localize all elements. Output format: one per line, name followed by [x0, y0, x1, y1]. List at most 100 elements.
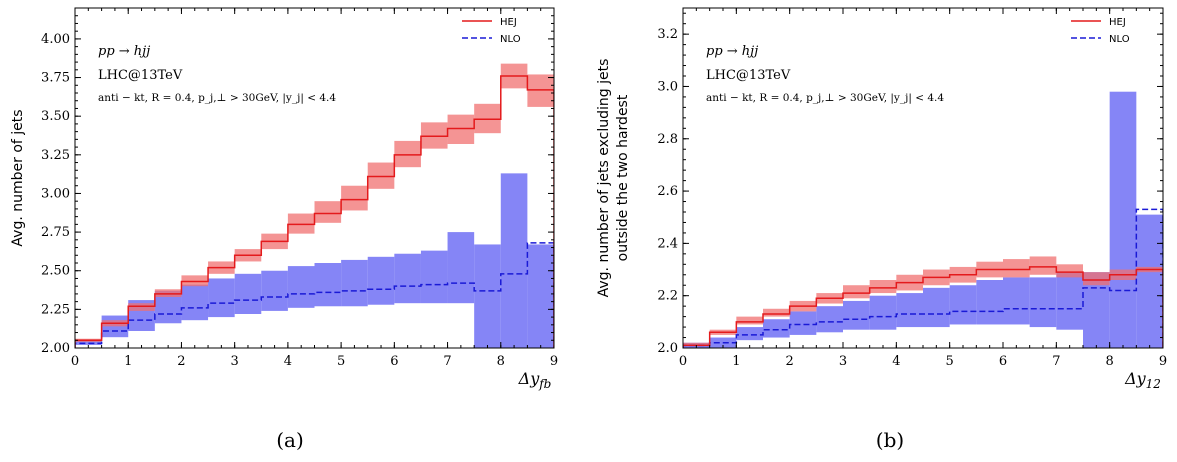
y-tick-label: 2.75 — [41, 225, 70, 240]
hej-band-bin-6 — [843, 285, 870, 299]
nlo-band-bin-15 — [474, 244, 501, 348]
nlo-band-bin-17 — [527, 244, 554, 348]
nlo-band-bin-4 — [181, 284, 209, 321]
hej-band-bin-11 — [367, 162, 395, 189]
hej-band-bin-3 — [154, 289, 182, 297]
hej-band-bin-12 — [1003, 259, 1030, 278]
hej-band-bin-8 — [287, 213, 315, 234]
x-tick-label: 0 — [679, 354, 687, 369]
y-tick-label: 3.0 — [657, 79, 678, 94]
nlo-band-bin-10 — [949, 285, 977, 325]
nlo-band-bin-13 — [420, 250, 448, 304]
nlo-band-bin-16 — [500, 173, 528, 348]
nlo-band-bin-14 — [1056, 272, 1083, 330]
x-tick-label: 4 — [892, 354, 900, 369]
y-tick-label: 2.50 — [41, 264, 70, 279]
y-tick-label: 3.75 — [41, 71, 70, 86]
x-tick-label: 0 — [71, 354, 79, 369]
nlo-band-bin-12 — [1003, 277, 1030, 325]
hej-band-bin-17 — [527, 74, 554, 107]
hej-band-bin-13 — [1029, 256, 1057, 275]
y-tick-label: 2.4 — [657, 236, 678, 251]
x-tick-label: 1 — [124, 354, 132, 369]
x-tick-label: 9 — [1159, 354, 1167, 369]
nlo-band-bin-10 — [341, 259, 368, 307]
cuts-annotation: anti − kt, R = 0.4, p_j,⊥ > 30GeV, |y_j|… — [98, 92, 336, 105]
legend-hej-label: HEJ — [500, 17, 517, 28]
nlo-band-bin-5 — [208, 278, 235, 318]
y-axis-label: Avg. number of jets excluding jets — [596, 59, 612, 298]
x-axis-label: Δyfb — [518, 369, 552, 391]
nlo-band-bin-14 — [447, 232, 475, 304]
hej-band-bin-14 — [1056, 264, 1083, 278]
x-tick-label: 5 — [337, 354, 345, 369]
hej-band-bin-15 — [1083, 272, 1110, 286]
hej-band-bin-9 — [314, 201, 342, 223]
y-tick-label: 3.25 — [41, 148, 70, 163]
process-annotation: pp → hjj — [98, 44, 150, 59]
hej-band-bin-2 — [736, 316, 763, 325]
x-tick-label: 7 — [1052, 354, 1060, 369]
nlo-band-bin-9 — [923, 287, 950, 328]
nlo-step-line — [75, 242, 554, 348]
x-tick-label: 9 — [550, 354, 558, 369]
hej-step-line — [75, 75, 554, 348]
x-tick-label: 1 — [732, 354, 740, 369]
y-tick-label: 3.00 — [41, 186, 70, 201]
nlo-band-bin-2 — [736, 327, 763, 341]
hej-band-bin-13 — [420, 122, 448, 149]
hej-band-bin-3 — [763, 308, 790, 317]
nlo-band-bin-6 — [234, 273, 262, 314]
nlo-band-bin-11 — [976, 280, 1003, 325]
x-tick-label: 3 — [231, 354, 239, 369]
hej-band-bin-12 — [394, 140, 421, 168]
plot-area — [683, 91, 1163, 348]
nlo-band-bin-9 — [314, 263, 342, 307]
nlo-band-bin-8 — [287, 266, 315, 308]
legend-nlo-label: NLO — [500, 34, 521, 45]
panel-caption: (a) — [276, 428, 304, 452]
hej-band-bin-0 — [683, 342, 710, 346]
nlo-band-bin-3 — [763, 319, 790, 338]
legend-nlo-label: NLO — [1109, 34, 1130, 45]
legend-hej-label: HEJ — [1109, 17, 1126, 28]
y-tick-label: 4.00 — [41, 32, 70, 47]
y-tick-label: 2.6 — [657, 184, 678, 199]
energy-annotation: LHC@13TeV — [98, 68, 183, 83]
y-tick-label: 3.50 — [41, 109, 70, 124]
energy-annotation: LHC@13TeV — [706, 68, 791, 83]
x-axis-label: Δy12 — [1124, 369, 1161, 391]
nlo-band-bin-6 — [843, 300, 870, 330]
nlo-band-bin-11 — [367, 256, 395, 305]
y-axis-label: Avg. number of jets — [10, 109, 26, 246]
nlo-band-bin-16 — [1109, 91, 1137, 348]
hej-band-bin-2 — [128, 303, 155, 311]
y-tick-label: 2.00 — [41, 341, 70, 356]
nlo-band-bin-17 — [1136, 214, 1163, 348]
x-tick-label: 8 — [497, 354, 505, 369]
nlo-band-bin-12 — [394, 253, 421, 304]
y-tick-label: 2.2 — [657, 289, 678, 304]
y-tick-label: 2.25 — [41, 302, 70, 317]
chart-panel-b: 0 1 2 3 4 5 6 7 8 9 2.0 2.2 2.4 2.6 2.8 3.0 3.2 Avg. numb… — [596, 7, 1167, 452]
x-tick-label: 2 — [177, 354, 185, 369]
hej-band-bin-10 — [341, 185, 368, 211]
plot-area — [75, 63, 554, 348]
nlo-step-line — [683, 208, 1163, 348]
nlo-band-bin-5 — [816, 306, 843, 333]
hej-band-bin-15 — [474, 103, 501, 134]
nlo-band-bin-0 — [75, 340, 102, 345]
x-tick-label: 3 — [839, 354, 847, 369]
y-tick-label: 2.8 — [657, 132, 678, 147]
nlo-band-bin-13 — [1029, 277, 1057, 328]
y-axis-label-line2: outside the two hardest — [615, 94, 631, 261]
y-tick-label: 2.0 — [657, 341, 678, 356]
x-tick-label: 8 — [1106, 354, 1114, 369]
x-tick-label: 2 — [786, 354, 794, 369]
nlo-band-bin-8 — [896, 293, 923, 328]
hej-band-bin-14 — [447, 114, 475, 144]
process-annotation: pp → hjj — [706, 44, 758, 59]
panel-caption: (b) — [876, 428, 904, 452]
hej-band-bin-4 — [181, 275, 209, 287]
